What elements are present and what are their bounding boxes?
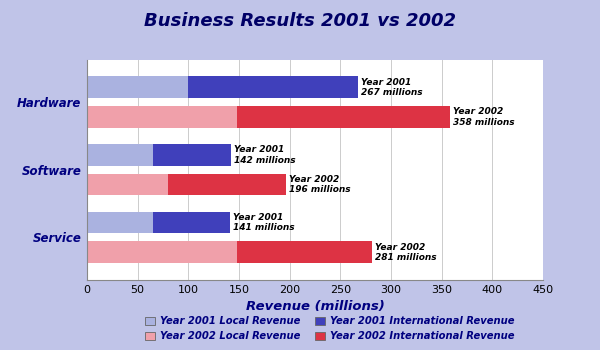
X-axis label: Revenue (millions): Revenue (millions): [245, 300, 385, 313]
Bar: [87, 174, 168, 195]
Bar: [153, 212, 230, 233]
Bar: [237, 106, 450, 128]
Bar: [237, 241, 372, 263]
Text: Year 2002
281 millions: Year 2002 281 millions: [375, 243, 436, 262]
Text: Year 2002
196 millions: Year 2002 196 millions: [289, 175, 350, 194]
Bar: [153, 144, 231, 166]
Text: Year 2002
358 millions: Year 2002 358 millions: [453, 107, 514, 127]
Text: Year 2001
267 millions: Year 2001 267 millions: [361, 78, 422, 97]
Bar: [188, 76, 358, 98]
Text: Year 2001
141 millions: Year 2001 141 millions: [233, 213, 295, 232]
Bar: [87, 144, 153, 166]
Bar: [87, 212, 153, 233]
Text: Year 2001
142 millions: Year 2001 142 millions: [234, 145, 296, 164]
Bar: [87, 241, 237, 263]
Bar: [87, 76, 188, 98]
Bar: [168, 174, 286, 195]
Bar: [87, 106, 237, 128]
Legend: Year 2001 Local Revenue, Year 2002 Local Revenue, Year 2001 International Revenu: Year 2001 Local Revenue, Year 2002 Local…: [141, 312, 519, 345]
Text: Business Results 2001 vs 2002: Business Results 2001 vs 2002: [144, 12, 456, 30]
